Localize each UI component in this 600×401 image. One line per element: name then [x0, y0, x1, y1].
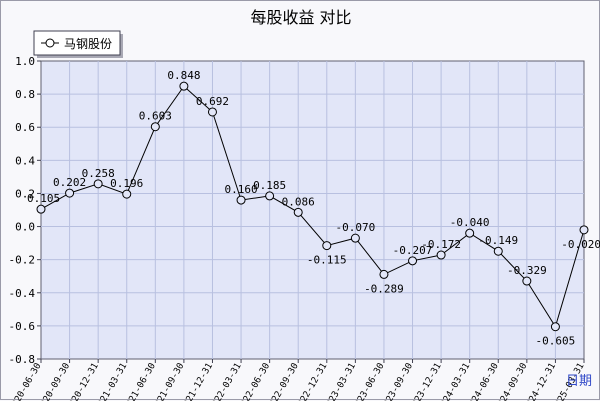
- data-point: [266, 192, 274, 200]
- data-point: [437, 251, 445, 259]
- x-axis: 2020-06-302020-09-302020-12-312021-03-31…: [8, 359, 587, 401]
- data-point: [380, 270, 388, 278]
- data-label: -0.172: [421, 238, 461, 251]
- data-label: -0.115: [307, 254, 347, 267]
- data-point: [323, 242, 331, 250]
- data-point: [180, 82, 188, 90]
- x-tick-label: 2020-06-30: [8, 362, 44, 401]
- y-tick-label: 0.0: [15, 221, 35, 234]
- x-axis-title: 日期: [566, 374, 592, 389]
- y-tick-label: -0.6: [9, 320, 36, 333]
- data-point: [351, 234, 359, 242]
- data-label: 0.196: [110, 177, 143, 190]
- data-label: -0.070: [335, 221, 375, 234]
- data-label: 0.603: [139, 110, 172, 123]
- data-label: -0.605: [536, 335, 576, 348]
- data-point: [66, 189, 74, 197]
- data-point: [409, 257, 417, 265]
- data-point: [94, 180, 102, 188]
- data-label: 0.086: [282, 195, 315, 208]
- legend-marker-icon: [46, 39, 54, 47]
- data-label: -0.329: [507, 264, 547, 277]
- y-tick-label: -0.2: [9, 254, 36, 267]
- data-label: -0.149: [478, 234, 518, 247]
- chart-title: 每股收益 对比: [250, 8, 351, 27]
- y-tick-label: 0.8: [15, 88, 35, 101]
- data-label: -0.289: [364, 282, 404, 295]
- data-label: -0.020: [561, 238, 600, 251]
- y-tick-label: 1.0: [15, 55, 35, 68]
- data-point: [523, 277, 531, 285]
- legend[interactable]: 马钢股份: [34, 31, 123, 58]
- data-point: [208, 108, 216, 116]
- plot-area: [41, 61, 584, 359]
- legend-series-label: 马钢股份: [64, 37, 112, 51]
- data-point: [466, 229, 474, 237]
- data-label: 0.692: [196, 95, 229, 108]
- data-point: [123, 190, 131, 198]
- data-point: [294, 208, 302, 216]
- data-point: [37, 205, 45, 213]
- y-axis: -0.8-0.6-0.4-0.20.00.20.40.60.81.0: [9, 55, 42, 366]
- data-point: [551, 323, 559, 331]
- y-tick-label: -0.4: [9, 287, 36, 300]
- data-label: -0.040: [450, 216, 490, 229]
- data-label: 0.848: [167, 69, 200, 82]
- data-point: [237, 196, 245, 204]
- data-point: [494, 247, 502, 255]
- data-label: 0.105: [27, 192, 60, 205]
- data-point: [151, 123, 159, 131]
- data-point: [580, 226, 588, 234]
- y-tick-label: 0.4: [15, 154, 35, 167]
- data-label: 0.185: [253, 179, 286, 192]
- y-tick-label: -0.8: [9, 353, 36, 366]
- y-tick-label: 0.6: [15, 121, 35, 134]
